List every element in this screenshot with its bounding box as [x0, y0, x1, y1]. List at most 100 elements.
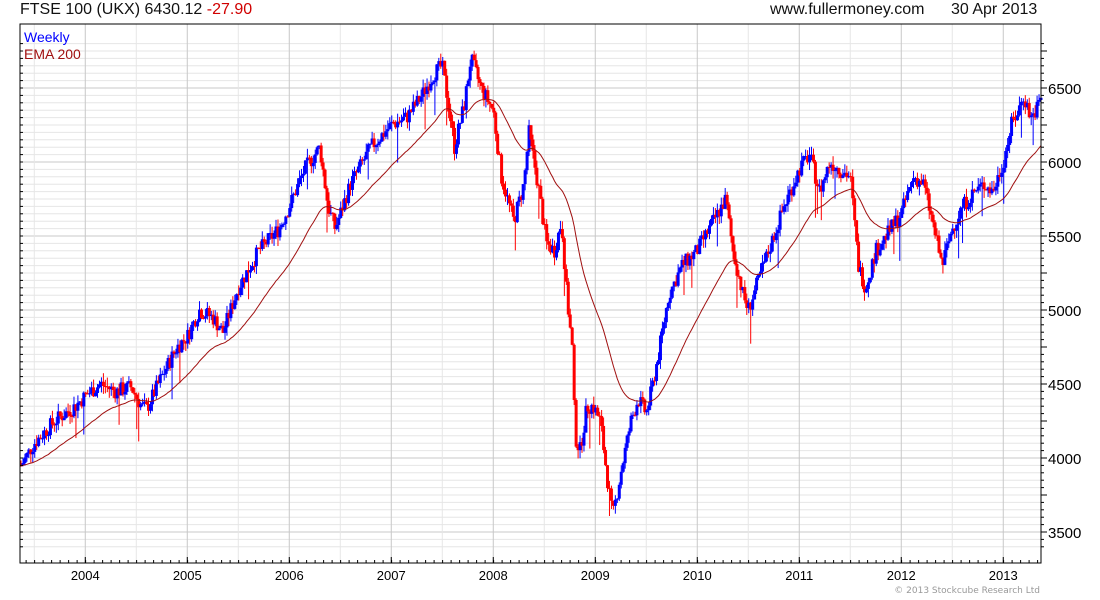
weekly-bar	[1014, 118, 1018, 121]
weekly-bar	[366, 144, 370, 152]
weekly-bar	[211, 314, 215, 325]
weekly-bar	[252, 266, 256, 268]
weekly-bar	[910, 182, 914, 188]
weekly-bar	[864, 288, 868, 293]
weekly-bar	[688, 255, 692, 266]
weekly-bar	[215, 316, 219, 331]
weekly-bar	[476, 66, 480, 80]
weekly-bar	[172, 351, 176, 354]
weekly-bar	[890, 219, 894, 232]
weekly-bar	[543, 224, 547, 226]
weekly-bar	[613, 499, 617, 506]
weekly-bar	[937, 235, 941, 253]
weekly-bar	[321, 162, 325, 170]
weekly-bar	[1027, 103, 1031, 118]
weekly-bar	[892, 219, 896, 226]
chart-title: FTSE 100 (UKX) 6430.12 -27.90	[20, 1, 252, 19]
weekly-bar	[876, 242, 880, 256]
weekly-bar	[152, 389, 156, 396]
weekly-bar	[859, 267, 863, 272]
weekly-bar	[596, 407, 600, 416]
weekly-bar	[963, 196, 967, 208]
weekly-bar	[413, 101, 417, 106]
weekly-bar	[653, 380, 657, 382]
legend-weekly: Weekly	[24, 29, 70, 45]
weekly-bar	[921, 179, 925, 185]
weekly-bar	[604, 449, 608, 466]
weekly-bar	[917, 180, 921, 187]
weekly-bar	[94, 392, 98, 397]
weekly-bar	[54, 423, 58, 426]
weekly-bar	[947, 241, 951, 244]
weekly-bar	[751, 299, 755, 310]
weekly-bar	[898, 217, 902, 227]
weekly-bar	[976, 186, 980, 191]
weekly-bar	[535, 167, 539, 186]
weekly-bar	[331, 212, 335, 214]
weekly-bar	[256, 247, 260, 249]
weekly-bar	[929, 210, 933, 215]
weekly-bar	[698, 238, 702, 254]
weekly-bar	[113, 390, 117, 399]
weekly-bar	[794, 182, 798, 187]
weekly-bar	[368, 143, 372, 145]
weekly-bar	[405, 112, 409, 123]
x-tick-label: 2010	[683, 568, 712, 583]
weekly-bar	[247, 270, 251, 273]
weekly-bar	[241, 277, 245, 288]
weekly-bar	[847, 176, 851, 178]
weekly-bar	[884, 236, 888, 240]
weekly-bar	[103, 386, 107, 388]
weekly-bar	[970, 189, 974, 203]
weekly-bar	[335, 224, 339, 229]
weekly-bar	[774, 233, 778, 241]
weekly-bar	[121, 382, 125, 395]
weekly-bar	[270, 232, 274, 239]
weekly-bar	[27, 449, 31, 453]
price-change: -27.90	[206, 1, 253, 18]
weekly-bar	[472, 54, 476, 61]
weekly-bar	[792, 186, 796, 196]
weekly-bar	[866, 282, 870, 289]
weekly-bar	[817, 185, 821, 187]
weekly-bar	[966, 207, 970, 210]
weekly-bar	[800, 160, 804, 176]
weekly-bar	[709, 218, 713, 226]
weekly-bar	[201, 317, 205, 319]
site-link[interactable]: www.fullermoney.com	[770, 1, 925, 18]
weekly-bar	[772, 235, 776, 241]
weekly-bar	[427, 86, 431, 91]
weekly-bar	[266, 233, 270, 245]
y-tick-label: 5000	[1048, 303, 1081, 320]
weekly-bar	[857, 241, 861, 272]
weekly-bar	[574, 399, 578, 447]
weekly-bar	[496, 133, 500, 154]
weekly-bar	[264, 241, 268, 245]
weekly-bar	[158, 374, 162, 384]
weekly-bar	[339, 207, 343, 218]
weekly-bar	[519, 196, 523, 200]
weekly-bar	[29, 449, 33, 455]
weekly-bar	[780, 210, 784, 212]
weekly-bar	[737, 275, 741, 277]
weekly-bar	[806, 156, 810, 163]
weekly-bar	[48, 418, 52, 436]
weekly-bar	[602, 425, 606, 450]
weekly-bar	[539, 185, 543, 199]
weekly-bar	[107, 386, 111, 390]
weekly-bar	[607, 488, 611, 490]
weekly-bar	[615, 498, 619, 500]
weekly-bar	[906, 191, 910, 200]
weekly-bar	[564, 269, 568, 282]
weekly-bar	[356, 166, 360, 173]
weekly-bar	[239, 287, 243, 296]
weekly-bar	[453, 127, 457, 154]
weekly-bar	[584, 405, 588, 433]
weekly-bar	[527, 125, 531, 152]
weekly-bar	[225, 313, 229, 328]
weekly-bar	[341, 207, 345, 211]
weekly-bar	[250, 266, 254, 271]
weekly-bar	[60, 416, 64, 421]
weekly-bar	[439, 61, 443, 67]
